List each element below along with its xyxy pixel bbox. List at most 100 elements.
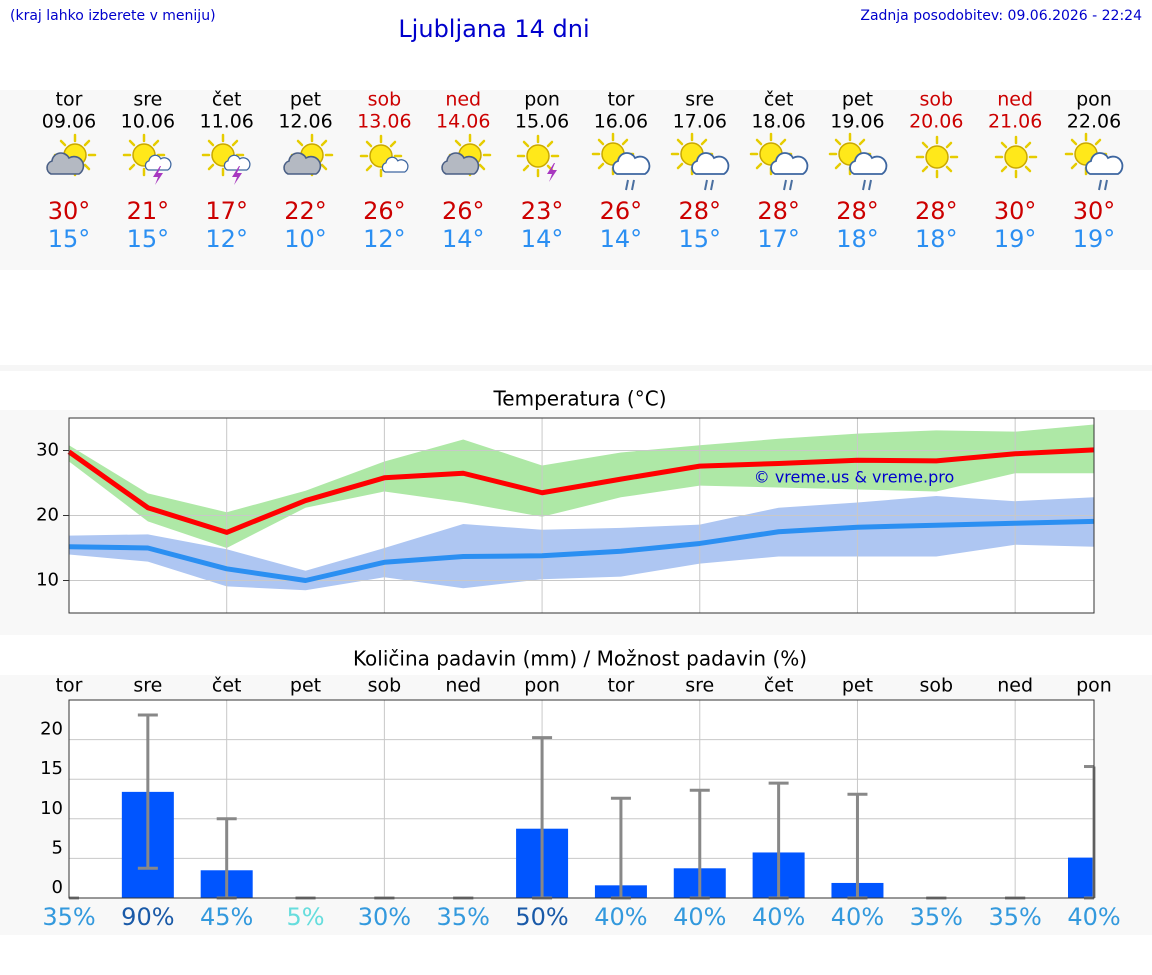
x-tick-label: ned [997,675,1033,697]
temperature-line [68,518,1095,583]
weather-icon [994,135,1038,179]
day-min: 10° [284,225,327,253]
day-max: 28° [836,197,879,225]
precipitation-probability: 45% [200,903,253,931]
day-weekday: pet [290,89,321,111]
day-date: 22.06 [1067,111,1121,133]
plot-frame [68,699,1095,899]
day-date: 14.06 [436,111,490,133]
day-min: 18° [915,225,958,253]
day-date: 15.06 [515,111,569,133]
precipitation-probability: 35% [910,903,963,931]
day-max: 30° [1073,197,1116,225]
day-min: 17° [757,225,800,253]
day-weekday: čet [764,89,794,111]
x-tick-label: pon [524,675,560,697]
day-weekday: tor [56,89,83,111]
x-tick-label: tor [607,675,634,697]
x-tick-label: sob [368,675,402,697]
precipitation-probability: 40% [1067,903,1120,931]
day-min: 14° [521,225,564,253]
day-max: 30° [994,197,1037,225]
precipitation-probability: 90% [121,903,174,931]
x-tick-label: pon [1076,675,1112,697]
day-date: 17.06 [673,111,727,133]
day-weekday: pon [524,89,560,111]
separator [0,365,1152,371]
day-max: 28° [915,197,958,225]
day-max: 17° [205,197,248,225]
precipitation-probability: 40% [594,903,647,931]
day-min: 19° [994,225,1037,253]
last-update: Zadnja posodobitev: 09.06.2026 - 22:24 [860,8,1142,24]
day-max: 28° [757,197,800,225]
precipitation-probability: 30% [358,903,411,931]
page-title: Ljubljana 14 dni [398,15,589,43]
y-tick-label: 20 [40,719,63,740]
error-bar [137,713,158,870]
day-weekday: ned [445,89,481,111]
x-tick-label: tor [56,675,83,697]
weather-icon [915,135,959,179]
day-date: 11.06 [199,111,253,133]
precipitation-probability: 40% [752,903,805,931]
y-tick-label: 10 [36,570,59,591]
temperature-range [69,496,1094,591]
precipitation-probability: 35% [988,903,1041,931]
day-weekday: tor [607,89,634,111]
day-min: 18° [836,225,879,253]
day-date: 09.06 [42,111,96,133]
day-weekday: ned [997,89,1033,111]
day-min: 15° [127,225,170,253]
location-hint[interactable]: (kraj lahko izberete v meniju) [10,8,216,24]
precipitation-probability: 40% [673,903,726,931]
temperature-line [67,447,1095,535]
plot-frame [68,417,1095,614]
y-tick-label: 0 [52,877,63,898]
plot-area [69,700,1094,898]
day-min: 19° [1073,225,1116,253]
y-tick-label: 15 [40,758,63,779]
day-max: 30° [48,197,91,225]
x-tick-label: sre [133,675,162,697]
day-min: 12° [205,225,248,253]
precipitation-probability: 35% [437,903,490,931]
day-weekday: sob [368,89,402,111]
day-date: 19.06 [830,111,884,133]
day-max: 26° [363,197,406,225]
day-date: 12.06 [278,111,332,133]
precipitation-probability: 5% [286,903,324,931]
day-date: 21.06 [988,111,1042,133]
x-tick-label: ned [445,675,481,697]
y-tick-label: 10 [40,798,63,819]
precipitation-bar [1068,857,1094,898]
precipitation-probability: 40% [831,903,884,931]
day-max: 22° [284,197,327,225]
precipitation-probability: 35% [42,903,95,931]
day-max: 23° [521,197,564,225]
day-date: 18.06 [751,111,805,133]
day-date: 16.06 [594,111,648,133]
day-date: 13.06 [357,111,411,133]
y-tick-label: 5 [52,837,63,858]
y-tick-label: 30 [36,440,59,461]
day-max: 28° [678,197,721,225]
day-weekday: sob [920,89,954,111]
day-min: 12° [363,225,406,253]
day-min: 14° [600,225,643,253]
day-weekday: pon [1076,89,1112,111]
x-tick-label: pet [842,675,873,697]
chart-title: Količina padavin (mm) / Možnost padavin … [353,647,807,671]
day-weekday: čet [212,89,242,111]
day-strip-background [0,90,1152,270]
precipitation-probability: 50% [515,903,568,931]
day-min: 15° [48,225,91,253]
day-min: 14° [442,225,485,253]
day-weekday: sre [133,89,162,111]
day-weekday: sre [685,89,714,111]
watermark: © vreme.us & vreme.pro [754,468,955,487]
x-tick-label: čet [212,675,242,697]
day-min: 15° [678,225,721,253]
x-tick-label: pet [290,675,321,697]
day-date: 20.06 [909,111,963,133]
